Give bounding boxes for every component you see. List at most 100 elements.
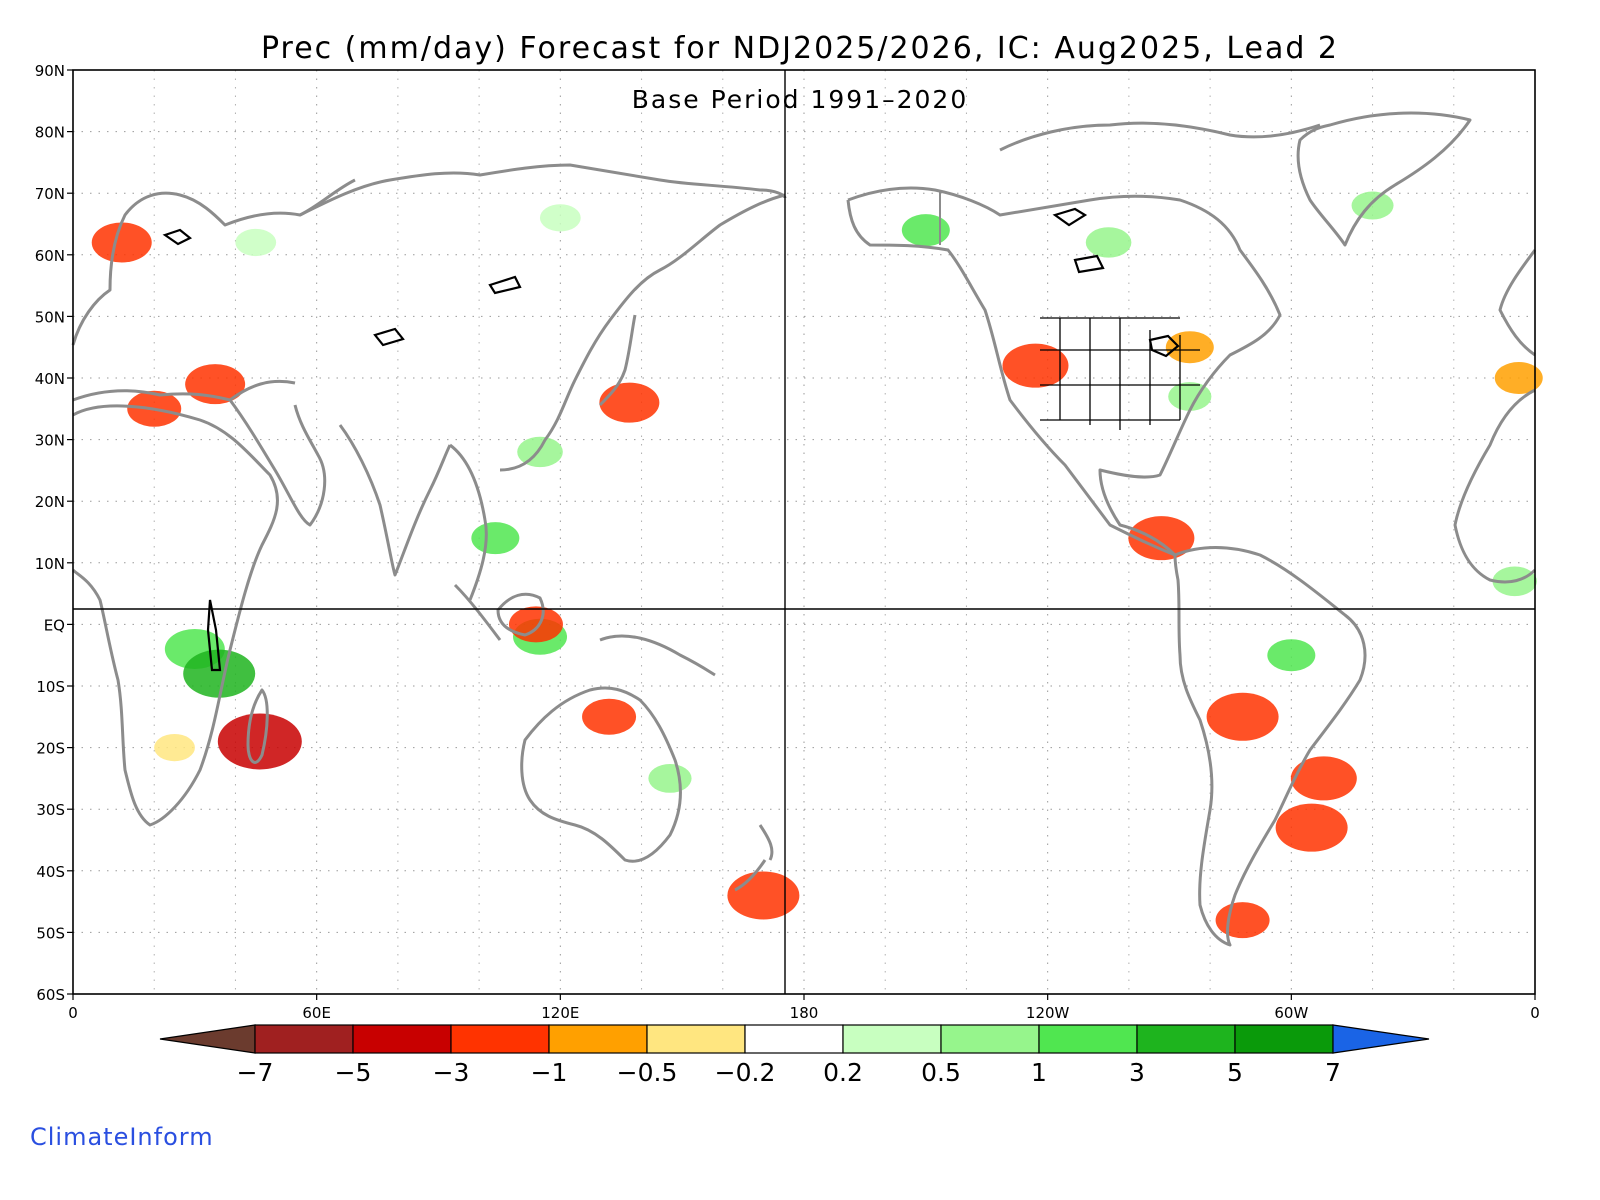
colorbar-label: −7 <box>237 1058 274 1087</box>
coast-new-zealand <box>734 824 774 892</box>
lat-tick-label: 10N <box>35 555 65 573</box>
colorbar-label: 0.2 <box>823 1058 863 1087</box>
lat-tick-label: 10S <box>36 678 65 696</box>
anomaly-region-amazon <box>1267 639 1316 672</box>
lon-tick-label: 60W <box>1274 1004 1308 1022</box>
colorbar-swatch <box>548 1024 648 1054</box>
anomaly-region-us-west-coast <box>1002 343 1069 388</box>
figure-title: Prec (mm/day) Forecast for NDJ2025/2026,… <box>261 31 1339 66</box>
coast-india <box>338 424 452 577</box>
anomaly-region-alaska <box>901 214 950 247</box>
longitude-ticks: 0 60E 120E 180 120W 60W 0 <box>68 994 1540 1022</box>
anomaly-region-greenland <box>1351 191 1394 220</box>
anomaly-region-siberia <box>539 204 581 232</box>
lon-tick-label: 180 <box>790 1004 819 1022</box>
coast-new-guinea <box>599 634 716 677</box>
coastlines <box>71 111 1537 947</box>
anomaly-region-indochina <box>471 522 520 555</box>
lat-tick-label: 70N <box>35 185 65 203</box>
colorbar-under-arrow <box>159 1024 256 1054</box>
lat-tick-label: 40N <box>35 370 65 388</box>
colorbar-swatch <box>1234 1024 1334 1054</box>
latitude-ticks: 90N 80N 70N 60N 50N 40N 30N 20N 10N EQ 10S 20S 30S 40… <box>35 62 73 1004</box>
coast-madagascar <box>246 688 269 764</box>
lat-tick-label: EQ <box>44 616 65 634</box>
coast-iberia-right <box>1498 249 1537 357</box>
lakes <box>162 207 1180 672</box>
coast-borneo <box>496 592 545 637</box>
anomaly-region-east-africa <box>183 649 256 698</box>
colorbar-swatch <box>1038 1024 1138 1054</box>
lat-tick-label: 50S <box>36 924 65 942</box>
colorbar-swatch <box>1136 1024 1236 1054</box>
anomaly-region-western-russia <box>235 228 277 257</box>
coast-mediterranean <box>72 379 296 402</box>
coast-se-asia <box>449 193 786 601</box>
anomaly-region-great-lakes <box>1165 331 1214 364</box>
anomaly-region-southern-chile <box>1215 902 1270 939</box>
coast-north-america <box>846 186 1282 557</box>
coast-australia <box>520 686 682 863</box>
political-borders <box>939 190 1200 430</box>
colorbar-label: −5 <box>335 1058 372 1087</box>
colorbar: −7 −5 −3 −1 −0.5 −0.2 0.2 0.5 1 3 5 7 <box>159 1024 1430 1087</box>
anomaly-region-southern-brazil <box>1290 756 1357 801</box>
colorbar-label: 7 <box>1325 1058 1341 1087</box>
lon-tick-label: 60E <box>302 1004 331 1022</box>
colorbar-label: −3 <box>433 1058 470 1087</box>
lat-tick-label: 20N <box>35 493 65 511</box>
lat-tick-label: 40S <box>36 863 65 881</box>
colorbar-swatch <box>450 1024 550 1054</box>
coast-japan <box>598 314 637 407</box>
anomaly-region-central-america <box>1128 516 1195 561</box>
anomaly-region-northern-australia <box>582 698 637 735</box>
anomaly-region-uruguay <box>1275 803 1348 852</box>
anomaly-region-southern-africa <box>154 734 195 762</box>
anomaly-region-canada <box>1085 227 1132 258</box>
coast-greenland <box>1296 111 1472 247</box>
colorbar-swatch <box>842 1024 942 1054</box>
colorbar-swatch <box>352 1024 452 1054</box>
anomaly-region-eastern-australia <box>648 764 692 793</box>
lon-tick-label: 0 <box>1530 1004 1540 1022</box>
lat-tick-label: 60S <box>36 986 65 1004</box>
anomaly-region-scandinavia <box>91 222 152 263</box>
anomaly-region-borneo <box>508 606 563 643</box>
coast-africa <box>71 404 279 827</box>
lon-tick-label: 0 <box>68 1004 78 1022</box>
coast-south-america <box>1173 546 1367 947</box>
colorbar-label: −0.5 <box>617 1058 678 1087</box>
colorbar-label: −0.2 <box>715 1058 776 1087</box>
anomaly-region-peru-bolivia <box>1206 692 1279 741</box>
lat-tick-label: 20S <box>36 740 65 758</box>
anomaly-region-iberia <box>1494 362 1543 394</box>
colorbar-swatch <box>940 1024 1040 1054</box>
lat-tick-label: 90N <box>35 62 65 80</box>
colorbar-label: −1 <box>531 1058 568 1087</box>
lat-tick-label: 50N <box>35 308 65 326</box>
coast-west-africa-right <box>1453 388 1537 584</box>
anomaly-region-japan <box>599 382 660 423</box>
colorbar-over-arrow <box>1332 1024 1430 1054</box>
base-period-label: Base Period 1991–2020 <box>632 85 968 114</box>
colorbar-label: 1 <box>1031 1058 1047 1087</box>
lat-tick-label: 80N <box>35 124 65 142</box>
colorbar-swatch <box>254 1024 354 1054</box>
lat-tick-label: 60N <box>35 247 65 265</box>
colorbar-label: 5 <box>1227 1058 1243 1087</box>
lon-tick-label: 120E <box>541 1004 579 1022</box>
colorbar-label: 0.5 <box>921 1058 961 1087</box>
anomaly-region-madagascar <box>217 713 302 770</box>
coast-canadian-arctic <box>999 121 1321 152</box>
coast-arabia <box>228 399 327 527</box>
map-plot <box>71 69 1543 995</box>
credit-label: ClimateInform <box>30 1123 214 1151</box>
colorbar-label: 3 <box>1129 1058 1145 1087</box>
anomaly-region-new-zealand <box>727 871 800 920</box>
lat-tick-label: 30S <box>36 801 65 819</box>
lat-tick-label: 30N <box>35 432 65 450</box>
colorbar-swatch <box>744 1024 844 1054</box>
lon-tick-label: 120W <box>1026 1004 1070 1022</box>
coast-siberia <box>299 163 787 217</box>
